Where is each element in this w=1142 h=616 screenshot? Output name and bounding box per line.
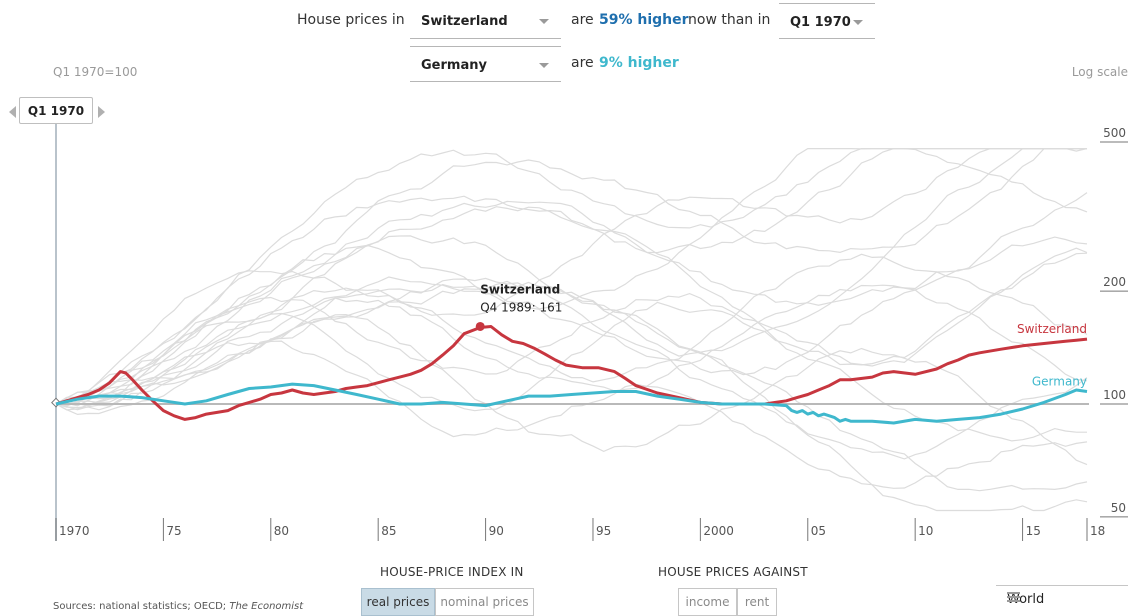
scale-note: Log scale xyxy=(1071,65,1128,79)
series-line-switzerland[interactable] xyxy=(55,325,1088,421)
x-tick-label: 1970 xyxy=(59,524,90,538)
x-tick-label: 80 xyxy=(274,524,289,538)
background-series-line xyxy=(55,253,1088,407)
background-series-line xyxy=(55,340,1088,489)
series-line-germany[interactable] xyxy=(55,382,1088,425)
annotation-series-name: Switzerland xyxy=(480,282,560,296)
chart: 500 200 100 50 1970 75 80 85 90 95 2000 05 10 15 18 Sw… xyxy=(51,124,1128,541)
index-header: HOUSE-PRICE INDEX IN xyxy=(380,565,524,579)
sources-italic: The Economist xyxy=(229,601,304,612)
previous-arrow-icon[interactable] xyxy=(9,106,16,118)
x-tick-label: 18 xyxy=(1090,524,1105,538)
are-label-1: are xyxy=(571,12,594,28)
background-series-line xyxy=(55,284,1088,405)
axes-group: 500 200 100 50 1970 75 80 85 90 95 2000 05 10 15 18 xyxy=(51,124,1128,541)
background-series-line xyxy=(55,247,1088,405)
world-selector-label: World xyxy=(1007,592,1045,607)
background-series-line xyxy=(55,280,1088,492)
rent-button[interactable]: rent xyxy=(737,588,777,616)
background-series-line xyxy=(55,192,1088,405)
sources-note: Sources: national statistics; OECD; The … xyxy=(53,601,303,612)
y-tick-label: 100 xyxy=(1103,388,1126,402)
background-series-line xyxy=(55,236,1088,411)
series-label-switzerland: Switzerland xyxy=(1017,322,1087,336)
country1-value: Switzerland xyxy=(421,14,508,29)
x-tick-label: 2000 xyxy=(703,524,734,538)
x-tick-label: 05 xyxy=(811,524,826,538)
world-selector[interactable]: World xyxy=(996,585,1128,615)
y-tick-label: 50 xyxy=(1111,501,1126,515)
annotation-value: Q4 1989: 161 xyxy=(480,300,562,314)
y-tick-label: 500 xyxy=(1103,126,1126,140)
annotation-group: Switzerland Q4 1989: 161 xyxy=(475,282,562,331)
background-series-line xyxy=(55,148,1088,407)
x-tick-label: 85 xyxy=(381,524,396,538)
background-series-group xyxy=(55,148,1088,512)
background-series-line xyxy=(55,252,1088,412)
background-series-line xyxy=(55,148,1088,405)
sources-text: Sources: national statistics; OECD; xyxy=(53,601,230,612)
next-arrow-icon[interactable] xyxy=(98,106,105,118)
annotation-point[interactable] xyxy=(475,321,485,331)
base-note: Q1 1970=100 xyxy=(53,65,138,79)
background-series-line xyxy=(55,277,1088,512)
against-header: HOUSE PRICES AGAINST xyxy=(658,565,808,579)
series-label-germany: Germany xyxy=(1032,374,1087,388)
background-series-line xyxy=(55,313,1088,466)
y-tick-label: 200 xyxy=(1103,275,1126,289)
background-series-line xyxy=(55,148,1087,405)
country1-select[interactable]: Switzerland xyxy=(410,3,561,39)
header-mid: now than in xyxy=(688,12,771,28)
background-series-line xyxy=(55,283,1088,460)
country2-select[interactable]: Germany xyxy=(410,46,561,82)
are-label-2: are xyxy=(571,55,594,71)
diff-1: 59% higher xyxy=(599,12,689,28)
background-series-line xyxy=(55,148,1087,405)
header-prefix: House prices in xyxy=(297,12,405,28)
x-tick-label: 90 xyxy=(489,524,504,538)
time-marker-label[interactable]: Q1 1970 xyxy=(19,97,93,124)
chevron-down-icon xyxy=(539,63,549,68)
period-value: Q1 1970 xyxy=(790,15,851,30)
nominal-prices-button[interactable]: nominal prices xyxy=(435,588,534,616)
income-button[interactable]: income xyxy=(678,588,737,616)
country2-value: Germany xyxy=(421,58,487,73)
chevron-down-icon xyxy=(539,19,549,24)
period-select[interactable]: Q1 1970 xyxy=(779,3,875,39)
background-series-line xyxy=(55,148,1087,405)
diff-2: 9% higher xyxy=(599,55,679,71)
x-tick-label: 95 xyxy=(596,524,611,538)
x-tick-label: 15 xyxy=(1026,524,1041,538)
time-marker-text: Q1 1970 xyxy=(27,104,85,118)
menu-icon xyxy=(1007,592,1020,594)
chevron-down-icon xyxy=(853,20,863,25)
x-tick-label: 75 xyxy=(166,524,181,538)
x-tick-label: 10 xyxy=(918,524,933,538)
background-series-line xyxy=(55,206,1087,442)
real-prices-button[interactable]: real prices xyxy=(361,588,435,616)
series-group: Switzerland Germany xyxy=(55,322,1088,425)
